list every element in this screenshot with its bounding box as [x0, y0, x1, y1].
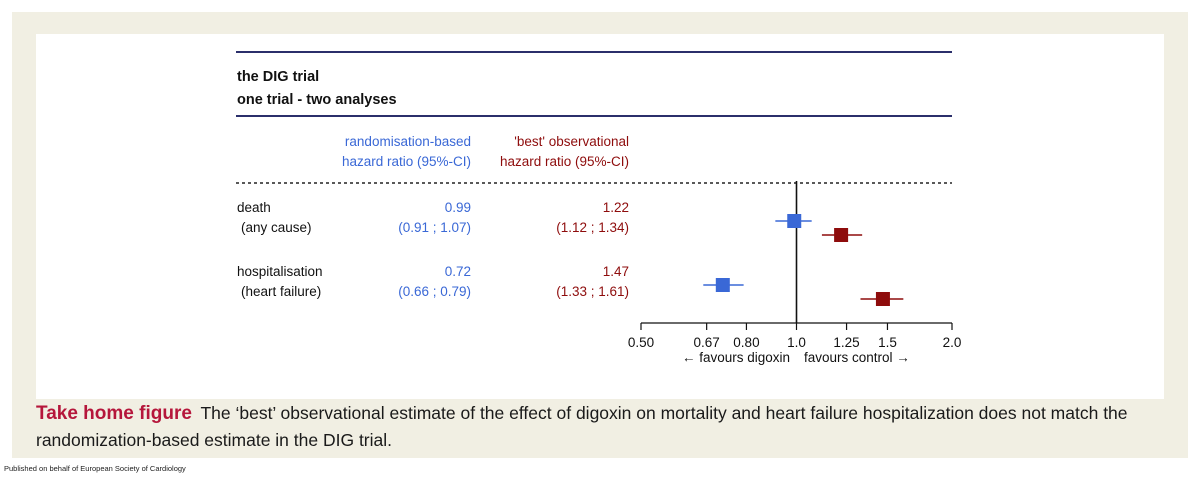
favours-digoxin-label: ← favours digoxin — [682, 350, 790, 365]
observational-point-hospitalisation — [875, 292, 890, 306]
observational-hr-hospitalisation: 1.47 — [603, 264, 629, 279]
observational-header-line-1: 'best' observational — [514, 134, 629, 149]
randomisation-ci-death: (0.91 ; 1.07) — [398, 220, 471, 235]
randomisation-header-line-1: randomisation-based — [345, 134, 471, 149]
row-label-death: death — [237, 200, 271, 215]
publisher-note: Published on behalf of European Society … — [4, 464, 186, 473]
observational-ci-hospitalisation: (1.33 ; 1.61) — [556, 284, 629, 299]
randomisation-point-death — [787, 214, 802, 228]
row-label-hospitalisation: hospitalisation — [237, 264, 323, 279]
chart-title-line-1: the DIG trial — [237, 69, 319, 85]
figure-caption: Take home figure The ‘best’ observationa… — [36, 400, 1166, 453]
observational-ci-death: (1.12 ; 1.34) — [556, 220, 629, 235]
x-tick-label-6: 2.0 — [943, 335, 962, 350]
x-tick-label-1: 0.67 — [694, 335, 720, 350]
observational-hr-death: 1.22 — [603, 200, 629, 215]
randomisation-hr-death: 0.99 — [445, 200, 471, 215]
observational-header-line-2: hazard ratio (95%-CI) — [500, 154, 629, 169]
observational-point-death — [834, 228, 849, 242]
x-tick-label-3: 1.0 — [787, 335, 806, 350]
forest-plot-figure: the DIG trial one trial - two analyses r… — [36, 34, 1164, 399]
randomisation-hr-hospitalisation: 0.72 — [445, 264, 471, 279]
chart-title-line-2: one trial - two analyses — [237, 92, 397, 108]
x-axis: 0.50 0.67 0.80 1.0 1.25 1.5 2.0 — [628, 181, 962, 350]
caption-text: The ‘best’ observational estimate of the… — [36, 403, 1128, 450]
row-hospitalisation: hospitalisation (heart failure) 0.72 (0.… — [237, 264, 629, 299]
forest-plot: the DIG trial one trial - two analyses r… — [236, 51, 962, 365]
x-tick-label-2: 0.80 — [733, 335, 759, 350]
row-sublabel-hospitalisation: (heart failure) — [241, 284, 321, 299]
randomisation-point-hospitalisation — [715, 278, 730, 292]
estimate-marks — [703, 214, 904, 306]
row-death: death (any cause) 0.99 (0.91 ; 1.07) 1.2… — [237, 200, 629, 235]
caption-lead: Take home figure — [36, 403, 192, 424]
x-tick-label-4: 1.25 — [833, 335, 859, 350]
randomisation-ci-hospitalisation: (0.66 ; 0.79) — [398, 284, 471, 299]
row-sublabel-death: (any cause) — [241, 220, 312, 235]
randomisation-header-line-2: hazard ratio (95%-CI) — [342, 154, 471, 169]
x-tick-label-5: 1.5 — [878, 335, 897, 350]
figure-panel: the DIG trial one trial - two analyses r… — [12, 12, 1188, 458]
favours-control-label: favours control → — [804, 350, 910, 365]
x-tick-label-0: 0.50 — [628, 335, 654, 350]
